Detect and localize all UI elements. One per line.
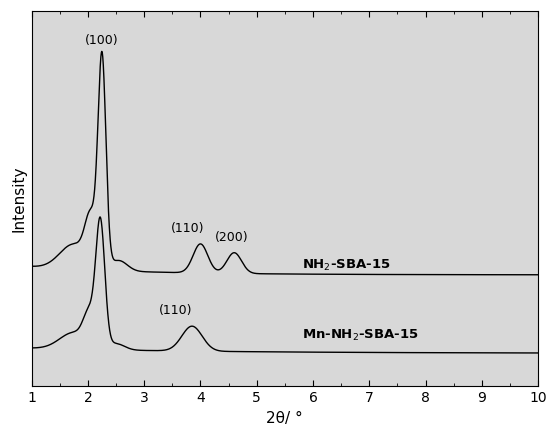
Y-axis label: Intensity: Intensity — [11, 166, 26, 232]
Text: Mn-NH$_2$-SBA-15: Mn-NH$_2$-SBA-15 — [302, 328, 418, 343]
X-axis label: 2θ/ °: 2θ/ ° — [267, 411, 303, 426]
Text: (200): (200) — [215, 231, 248, 244]
Text: NH$_2$-SBA-15: NH$_2$-SBA-15 — [302, 258, 390, 274]
Text: (100): (100) — [85, 34, 118, 47]
Text: (110): (110) — [158, 304, 192, 317]
Text: (110): (110) — [171, 222, 205, 235]
